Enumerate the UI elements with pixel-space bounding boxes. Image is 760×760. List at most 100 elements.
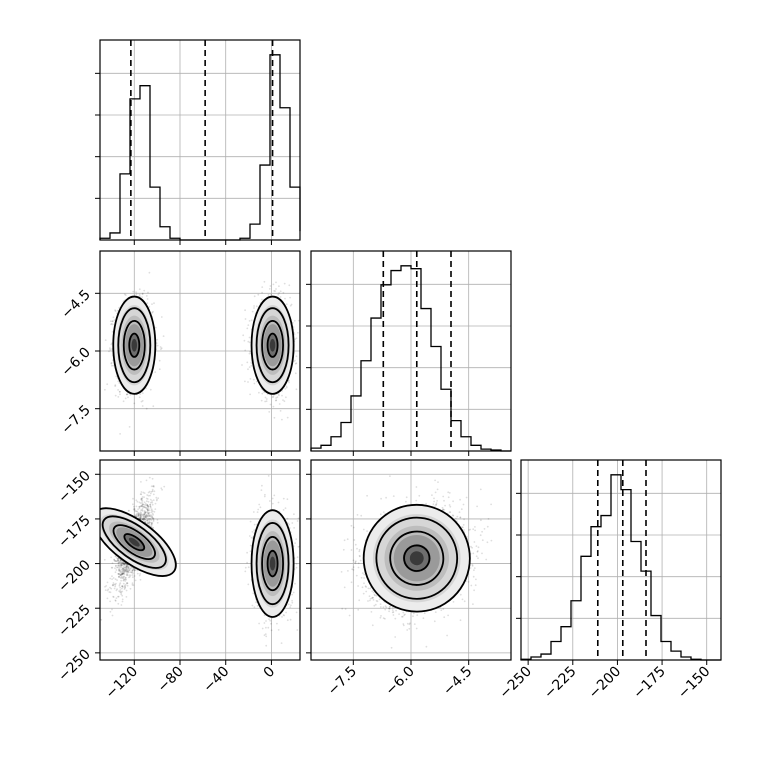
scatter-panel-0-1: −7.5−6.0−4.5 [58, 250, 301, 456]
sample-point [149, 388, 152, 391]
sample-point [277, 393, 280, 395]
sample-point [140, 400, 143, 403]
sample-point [147, 500, 150, 503]
sample-point [115, 582, 117, 585]
sample-point [268, 411, 271, 413]
sample-point [144, 512, 147, 514]
sample-point [104, 339, 107, 341]
sample-point [247, 381, 249, 383]
sample-point [135, 505, 138, 508]
sample-point [124, 580, 127, 582]
contour-line [250, 295, 295, 395]
density-shading [251, 296, 294, 394]
sample-point [109, 610, 112, 613]
sample-point [112, 577, 115, 579]
sample-point [269, 285, 272, 287]
sample-point [297, 331, 299, 334]
sample-point [148, 514, 151, 517]
sample-point [128, 569, 131, 571]
sample-point [118, 564, 120, 567]
sample-point [119, 573, 122, 576]
sample-point [115, 597, 118, 599]
sample-point [151, 516, 154, 519]
sample-point [145, 500, 148, 503]
sample-point [116, 579, 118, 581]
sample-point [140, 498, 143, 501]
sample-point [149, 503, 152, 506]
sample-point [150, 524, 153, 527]
sample-point [138, 396, 141, 399]
sample-point [142, 491, 145, 494]
sample-point [132, 568, 135, 570]
sample-point [244, 380, 246, 383]
sample-point [282, 399, 284, 401]
sample-point [279, 290, 282, 293]
sample-point [122, 572, 125, 575]
gridlines [521, 460, 721, 660]
sample-point [271, 396, 274, 399]
scatter-body [104, 271, 300, 435]
sample-point [294, 372, 297, 375]
sample-point [129, 571, 132, 573]
sample-point [294, 362, 297, 365]
sample-point [133, 402, 136, 405]
sample-point [149, 515, 152, 518]
sample-point [117, 558, 119, 560]
sample-point [134, 510, 137, 513]
sample-point [122, 562, 125, 565]
sample-point [250, 319, 253, 322]
sample-point [144, 511, 147, 514]
sample-point [112, 316, 115, 319]
sample-point [119, 582, 122, 584]
sample-point [257, 293, 260, 296]
sample-point [130, 571, 133, 574]
sample-point [110, 322, 113, 325]
sample-point [115, 560, 118, 562]
sample-point [115, 557, 118, 559]
sample-point [253, 382, 256, 385]
sample-point [116, 588, 118, 591]
sample-point [149, 505, 152, 508]
sample-point [139, 515, 142, 517]
contour-lines [250, 295, 295, 395]
sample-point [117, 380, 120, 383]
sample-point [139, 573, 142, 575]
sample-point [123, 575, 126, 578]
sample-point [143, 504, 146, 506]
contour-line [117, 307, 152, 384]
sample-point [275, 281, 277, 284]
x-tick-label: −225 [541, 664, 580, 703]
sample-point [120, 564, 123, 567]
sample-point [132, 497, 134, 500]
sample-point [124, 586, 127, 589]
sample-point [278, 285, 280, 288]
sample-point [148, 521, 151, 524]
sample-point [152, 493, 155, 496]
sample-point [118, 568, 121, 571]
sample-point [146, 508, 149, 511]
sample-point [255, 380, 258, 383]
sample-point [151, 488, 154, 491]
sample-point [143, 501, 146, 504]
sample-point [251, 310, 254, 313]
sample-point [147, 505, 150, 508]
sample-point [152, 517, 155, 520]
sample-point [120, 573, 123, 576]
sample-point [106, 597, 109, 600]
sample-point [138, 507, 141, 510]
sample-point [146, 302, 149, 305]
sample-point [129, 574, 132, 577]
sample-point [281, 418, 283, 421]
axes-frame [99, 39, 301, 241]
sample-point [147, 515, 150, 518]
sample-point [136, 500, 139, 503]
sample-point [289, 296, 291, 299]
sample-point [151, 503, 154, 506]
sample-point [120, 573, 123, 576]
sample-point [124, 562, 127, 565]
sample-point [122, 567, 125, 570]
sample-point [124, 587, 126, 589]
sample-point [125, 569, 127, 571]
sample-point [249, 350, 252, 353]
sample-point [156, 519, 159, 521]
